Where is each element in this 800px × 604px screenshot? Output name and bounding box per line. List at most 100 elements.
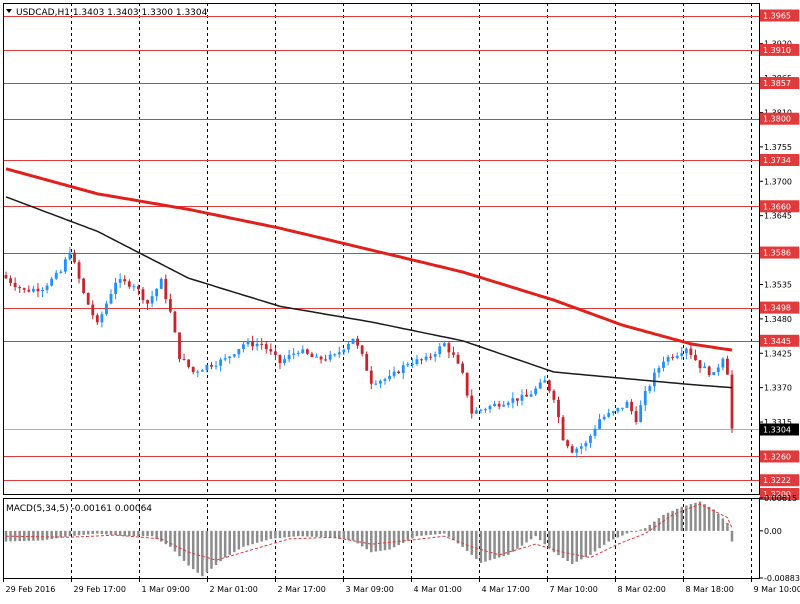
macd-bar <box>320 531 322 537</box>
candle-body <box>333 354 336 355</box>
candle-body <box>64 259 67 271</box>
candle-body <box>137 286 140 289</box>
macd-bar <box>210 531 212 569</box>
macd-y-tick-label: -0.00883 <box>764 574 800 583</box>
x-tick-label: 8 Mar 02:00 <box>618 585 666 594</box>
macd-bar <box>388 531 390 550</box>
macd-bar <box>443 531 445 534</box>
candle-body <box>164 279 167 299</box>
candle-body <box>708 367 711 375</box>
macd-bar <box>297 531 299 536</box>
x-tick-label: 29 Feb 17:00 <box>74 585 126 594</box>
symbol-info: USDCAD,H1 1.3403 1.3403 1.3300 1.3304 <box>16 8 208 18</box>
macd-bar <box>726 523 728 531</box>
macd-bar <box>439 531 441 534</box>
candle-body <box>174 312 177 333</box>
candle-body <box>374 384 377 385</box>
candle-body <box>78 262 81 278</box>
candle-body <box>689 349 692 355</box>
x-tick-label: 8 Mar 18:00 <box>686 585 734 594</box>
candle-body <box>416 359 419 364</box>
y-tick-label: 1.3755 <box>764 143 792 152</box>
macd-bar <box>41 531 43 541</box>
candle-body <box>475 410 478 413</box>
macd-bar <box>489 531 491 560</box>
macd-bar <box>228 531 230 555</box>
macd-bar <box>238 531 240 550</box>
candle-body <box>91 305 94 316</box>
macd-bar <box>60 531 62 538</box>
candle-body <box>598 419 601 429</box>
macd-bar <box>187 531 189 566</box>
macd-bar <box>484 531 486 562</box>
macd-bar <box>370 531 372 552</box>
macd-bar <box>530 531 532 539</box>
candle-body <box>69 253 72 260</box>
macd-bar <box>73 531 75 536</box>
candle-body <box>402 365 405 373</box>
candle-body <box>210 365 213 367</box>
macd-bar <box>279 531 281 538</box>
candle-body <box>511 398 514 402</box>
macd-bar <box>302 531 304 537</box>
chart-header: USDCAD,H1 1.3403 1.3403 1.3300 1.3304 <box>6 8 208 18</box>
level-label: 1.3586 <box>763 249 791 258</box>
candle-body <box>635 411 638 422</box>
candle-body <box>279 355 282 363</box>
candle-body <box>721 359 724 368</box>
macd-bar <box>274 531 276 539</box>
candle-body <box>443 343 446 346</box>
macd-bar <box>311 531 313 537</box>
macd-bar <box>260 531 262 542</box>
macd-bar <box>155 531 157 539</box>
candle-body <box>457 355 460 364</box>
candle-body <box>14 283 17 287</box>
candle-body <box>393 372 396 376</box>
candle-body <box>616 408 619 411</box>
candle-body <box>320 357 323 360</box>
x-tick-label: 9 Mar 10:00 <box>754 585 800 594</box>
macd-bar <box>703 504 705 531</box>
macd-bar <box>206 531 208 573</box>
candle-body <box>265 344 268 349</box>
macd-bar <box>393 531 395 547</box>
macd-bar <box>662 515 664 531</box>
macd-bar <box>82 531 84 535</box>
candle-body <box>87 293 90 305</box>
candle-body <box>580 446 583 448</box>
macd-bar <box>407 531 409 541</box>
candle-body <box>119 279 122 283</box>
candle-body <box>680 353 683 356</box>
macd-bar <box>32 531 34 541</box>
macd-bar <box>521 531 523 546</box>
candle-body <box>311 354 314 357</box>
candle-body <box>653 373 656 387</box>
level-label: 1.3800 <box>763 115 791 124</box>
macd-bar <box>329 531 331 538</box>
candle-body <box>676 356 679 358</box>
candle-body <box>630 402 633 411</box>
candle-body <box>142 289 145 300</box>
candle-body <box>411 364 414 365</box>
macd-bar <box>306 531 308 537</box>
candle-body <box>484 409 487 410</box>
candle-body <box>553 391 556 400</box>
candle-body <box>548 380 551 391</box>
macd-bar <box>78 531 80 535</box>
candle-body <box>534 388 537 394</box>
macd-bar <box>562 531 564 558</box>
candle-body <box>169 299 172 311</box>
current-price-label: 1.3304 <box>763 426 791 435</box>
macd-bar <box>621 531 623 536</box>
macd-bar <box>544 531 546 544</box>
candle-body <box>365 354 368 371</box>
level-label: 1.3660 <box>763 202 791 211</box>
macd-bar <box>470 531 472 555</box>
macd-bar <box>119 531 121 536</box>
candle-body <box>516 398 519 400</box>
level-label: 1.3734 <box>763 156 791 165</box>
level-label: 1.3965 <box>763 12 791 21</box>
candle-body <box>699 360 702 368</box>
